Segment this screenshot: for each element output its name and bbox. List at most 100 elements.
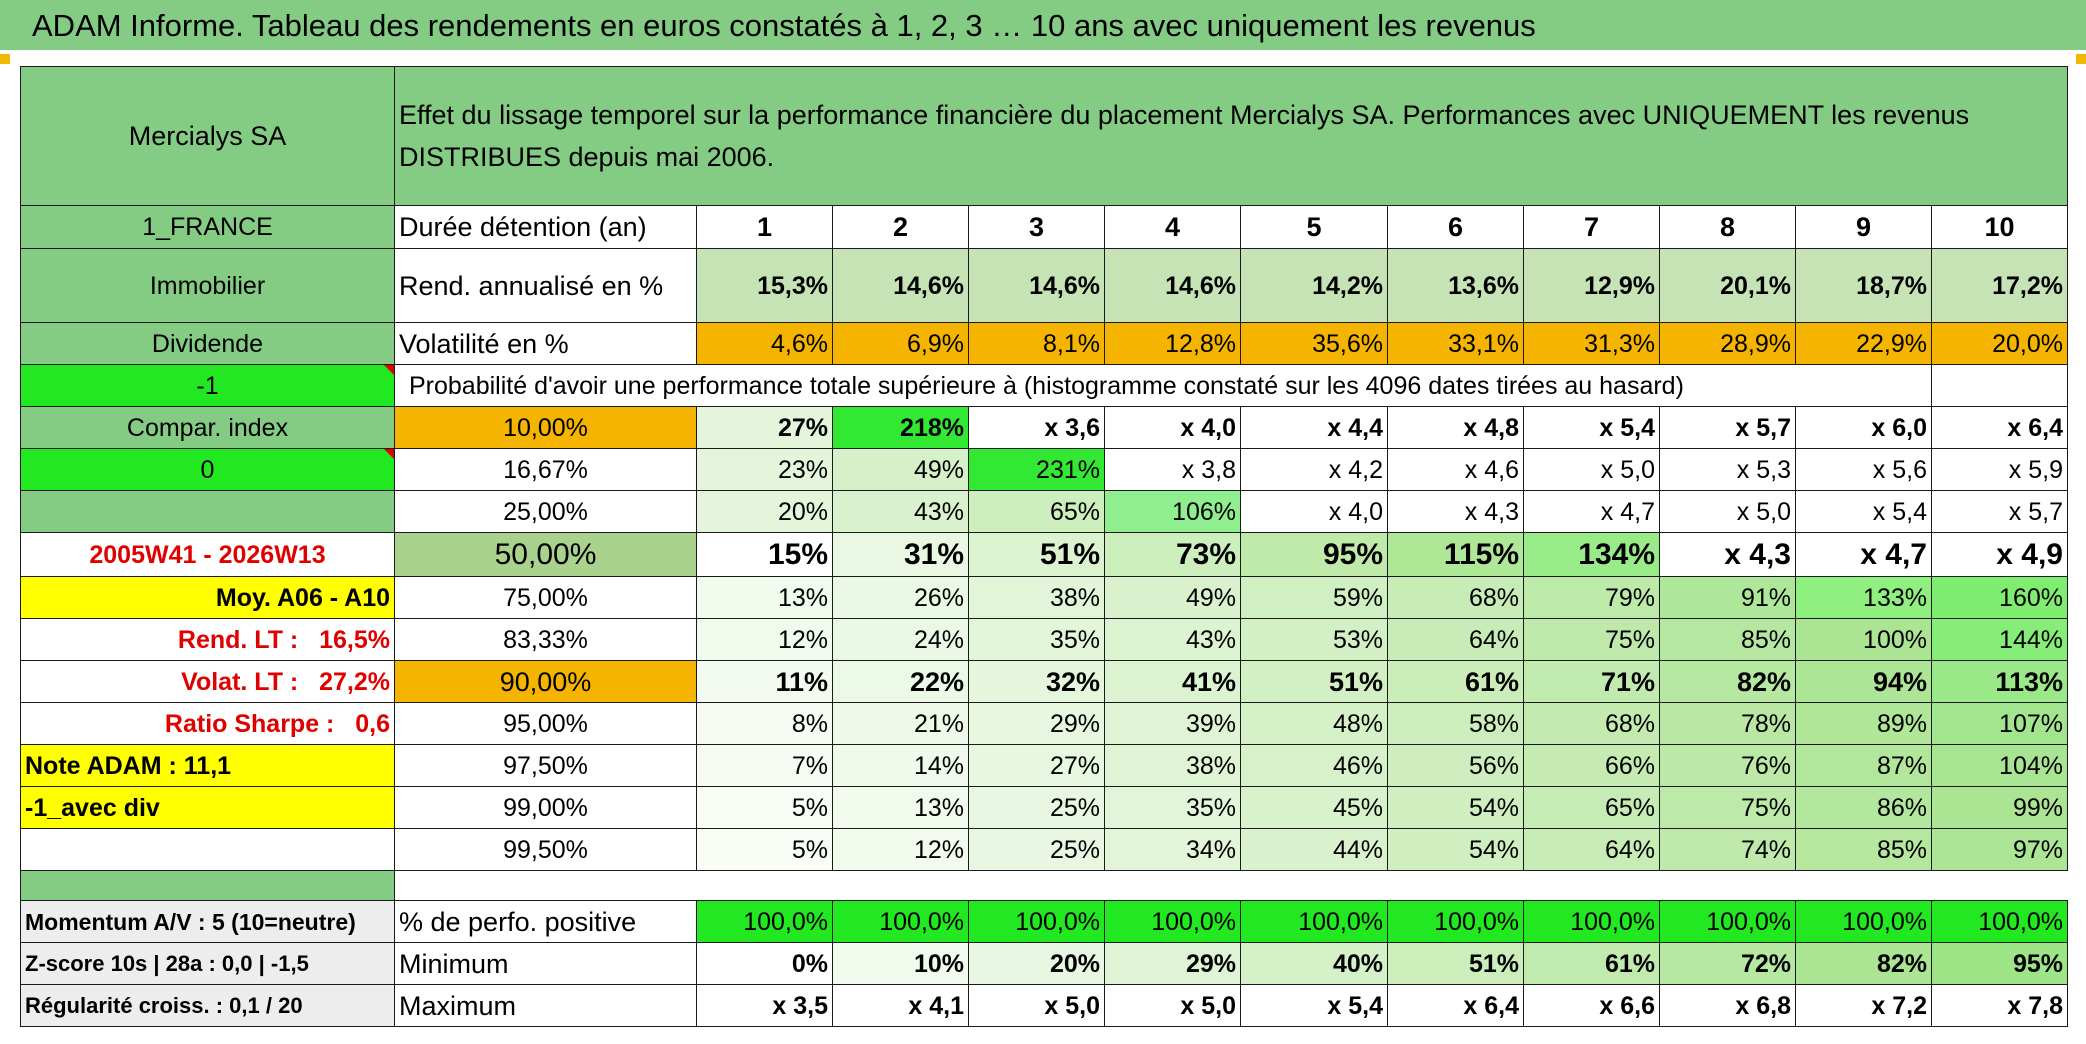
quantile-row: Rend. LT : 16,5% 83,33% 12% 24% 35% 43% … (20, 618, 2068, 661)
positive-cell: 100,0% (832, 900, 969, 943)
rend-cell: 14,6% (1104, 248, 1241, 323)
vol-cell: 31,3% (1523, 322, 1660, 365)
vol-cell: 6,9% (832, 322, 969, 365)
min-cell: 82% (1795, 942, 1932, 985)
quantile-cell: 65% (968, 490, 1105, 533)
quantile-cell: 85% (1795, 828, 1932, 871)
quantile-cell: 75% (1523, 618, 1660, 661)
quantile-cell: 94% (1795, 660, 1932, 703)
quantile-cell: 75% (1659, 786, 1796, 829)
corner-marker (0, 54, 10, 64)
vol-cell: 8,1% (968, 322, 1105, 365)
max-label: Maximum (394, 984, 697, 1027)
quantile-percent: 83,33% (394, 618, 697, 661)
quantile-percent: 97,50% (394, 744, 697, 787)
avg-label: Moy. A06 - A10 (20, 576, 395, 619)
quantile-cell: 44% (1240, 828, 1388, 871)
quantile-cell: 49% (832, 448, 969, 491)
quantile-row: 0 16,67% 23% 49% 231% x 3,8 x 4,2 x 4,6 … (20, 448, 2068, 491)
quantile-cell: 11% (696, 660, 833, 703)
max-cell: x 7,2 (1795, 984, 1932, 1027)
quantile-cell: 39% (1104, 702, 1241, 745)
positive-row: Momentum A/V : 5 (10=neutre) % de perfo.… (20, 900, 2068, 943)
quantile-percent: 10,00% (394, 406, 697, 449)
min-cell: 29% (1104, 942, 1241, 985)
quantile-cell: 104% (1931, 744, 2068, 787)
quantile-cell: x 5,6 (1795, 448, 1932, 491)
min-cell: 61% (1523, 942, 1660, 985)
positive-cell: 100,0% (1240, 900, 1388, 943)
year-cell: 9 (1795, 205, 1932, 249)
max-cell: x 5,0 (968, 984, 1105, 1027)
sharpe-value: 0,6 (355, 709, 390, 738)
quantile-cell: 5% (696, 828, 833, 871)
page-title: ADAM Informe. Tableau des rendements en … (32, 8, 1536, 43)
rend-lt-label: Rend. LT : (177, 625, 299, 654)
note-adam: Note ADAM : 11,1 (20, 744, 395, 787)
momentum-label: Momentum A/V : 5 (10=neutre) (20, 900, 395, 943)
minimum-row: Z-score 10s | 28a : 0,0 | -1,5 Minimum 0… (20, 942, 2068, 985)
quantile-row: Volat. LT : 27,2% 90,00% 11% 22% 32% 41%… (20, 660, 2068, 703)
min-cell: 72% (1659, 942, 1796, 985)
volat-lt-value: 27,2% (319, 667, 390, 696)
quantile-cell: 12% (696, 618, 833, 661)
positive-label: % de perfo. positive (394, 900, 697, 943)
quantile-cell: 7% (696, 744, 833, 787)
quantile-cell: x 4,3 (1659, 532, 1796, 577)
quantile-cell: x 5,7 (1659, 406, 1796, 449)
quantile-cell: 76% (1659, 744, 1796, 787)
quantile-cell: x 6,4 (1931, 406, 2068, 449)
quantile-cell: 43% (1104, 618, 1241, 661)
quantile-cell: 99% (1931, 786, 2068, 829)
corner-marker (2076, 54, 2086, 64)
quantile-percent: 75,00% (394, 576, 697, 619)
quantile-cell: 34% (1104, 828, 1241, 871)
quantile-row: Moy. A06 - A10 75,00% 13% 26% 38% 49% 59… (20, 576, 2068, 619)
max-cell: x 5,4 (1240, 984, 1388, 1027)
quantile-cell: 35% (1104, 786, 1241, 829)
quantile-cell: x 4,3 (1387, 490, 1524, 533)
income-type-label: Dividende (20, 322, 395, 365)
quantile-cell: 115% (1387, 532, 1524, 577)
quantile-cell: 8% (696, 702, 833, 745)
min-label: Minimum (394, 942, 697, 985)
flag-cell: 0 (20, 448, 395, 491)
empty-cell (1795, 364, 1932, 407)
maximum-row: Régularité croiss. : 0,1 / 20 Maximum x … (20, 984, 2068, 1027)
quantile-cell: x 4,7 (1795, 532, 1932, 577)
quantile-row: -1_avec div 99,00% 5% 13% 25% 35% 45% 54… (20, 786, 2068, 829)
vol-label: Volatilité en % (394, 322, 697, 365)
quantile-cell: 78% (1659, 702, 1796, 745)
quantile-percent: 99,00% (394, 786, 697, 829)
quantile-cell: 29% (968, 702, 1105, 745)
quantile-cell: x 4,6 (1387, 448, 1524, 491)
quantile-cell: 68% (1523, 702, 1660, 745)
vol-cell: 33,1% (1387, 322, 1524, 365)
quantile-cell: 231% (968, 448, 1105, 491)
max-cell: x 6,6 (1523, 984, 1660, 1027)
table-header-row: Mercialys SA Effet du lissage temporel s… (20, 66, 2068, 206)
quantile-cell: 35% (968, 618, 1105, 661)
sharpe-cell: Ratio Sharpe : 0,6 (20, 702, 395, 745)
empty-label-cell (20, 828, 395, 871)
quantile-cell: 89% (1795, 702, 1932, 745)
quantile-cell: 91% (1659, 576, 1796, 619)
quantile-cell: 85% (1659, 618, 1796, 661)
year-cell: 3 (968, 205, 1105, 249)
rend-lt-value: 16,5% (319, 625, 390, 654)
quantile-row: Ratio Sharpe : 0,6 95,00% 8% 21% 29% 39%… (20, 702, 2068, 745)
quantile-cell: 54% (1387, 828, 1524, 871)
positive-cell: 100,0% (1104, 900, 1241, 943)
max-cell: x 6,8 (1659, 984, 1796, 1027)
quantile-percent: 99,50% (394, 828, 697, 871)
quantile-cell: 20% (696, 490, 833, 533)
quantile-cell: 15% (696, 532, 833, 577)
quantile-cell: x 4,2 (1240, 448, 1388, 491)
rend-cell: 15,3% (696, 248, 833, 323)
quantile-cell: x 5,4 (1523, 406, 1660, 449)
quantile-percent: 50,00% (394, 532, 697, 577)
empty-cell (1931, 364, 2068, 407)
sharpe-label: Ratio Sharpe : (164, 709, 335, 738)
max-cell: x 6,4 (1387, 984, 1524, 1027)
quantile-cell: 106% (1104, 490, 1241, 533)
